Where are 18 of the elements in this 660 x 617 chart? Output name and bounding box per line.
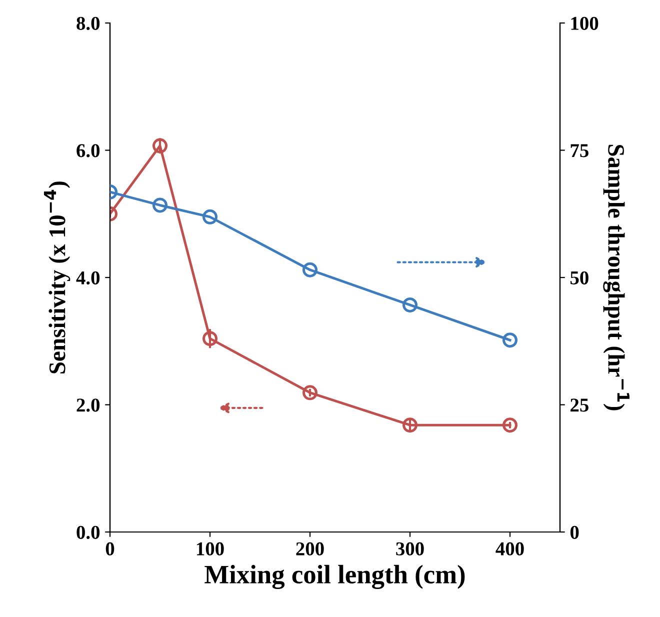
- y-tick-label: 2.0: [76, 398, 100, 412]
- y2-tick-label: 100: [571, 16, 598, 30]
- y-tick-label: 8.0: [76, 16, 100, 30]
- y2-tick-label: 0: [570, 526, 579, 539]
- x-tick-label: 200: [296, 542, 324, 556]
- x-tick-label: 100: [196, 542, 224, 556]
- y-axis-title: Sensitivity (x 10$^{−4}$): [44, 182, 70, 374]
- x-axis-title: Mixing coil length (cm): [204, 564, 465, 590]
- y2-tick-label: 75: [570, 144, 588, 158]
- y-tick-label: 0.0: [76, 526, 100, 540]
- y2-tick-label: 25: [570, 398, 588, 412]
- x-tick-label: 0: [106, 542, 114, 556]
- x-tick-label: 400: [496, 542, 524, 556]
- x-tick-label: 300: [396, 542, 424, 556]
- y-tick-label: 6.0: [76, 144, 100, 158]
- y-tick-label: 4.0: [76, 271, 100, 285]
- y2-tick-label: 50: [570, 271, 588, 284]
- y2-axis-title: Sample throughput (hr$^{−1}$): [603, 144, 630, 410]
